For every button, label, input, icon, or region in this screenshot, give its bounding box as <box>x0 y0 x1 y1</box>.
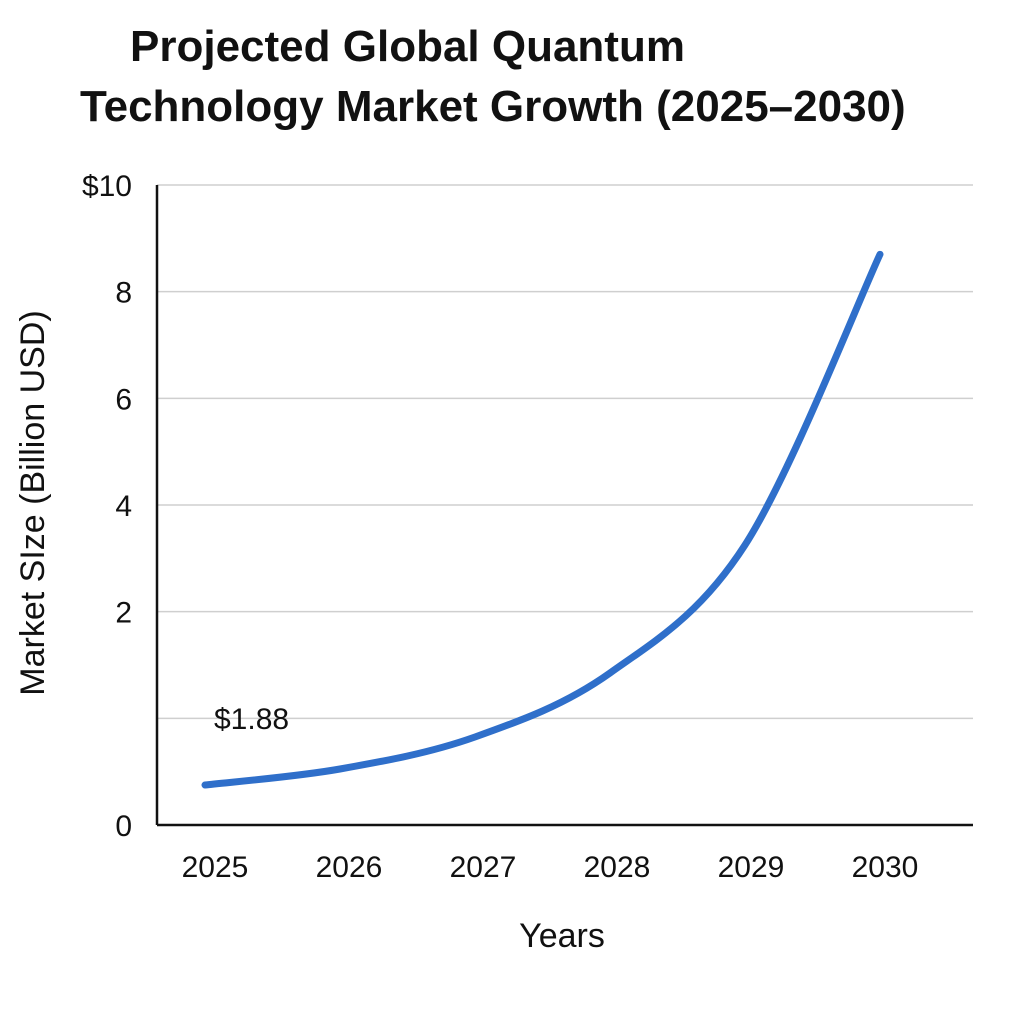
x-tick-label: 2027 <box>450 851 517 884</box>
x-tick-label: 2025 <box>182 851 249 884</box>
x-axis-label: Years <box>519 917 605 955</box>
x-tick-label: 2030 <box>852 851 919 884</box>
y-axis-label: Market SIze (Billion USD) <box>14 310 52 695</box>
y-tick-label: 8 <box>115 277 132 310</box>
y-tick-label: 6 <box>115 383 132 416</box>
x-tick-labels: 2025 2026 2027 2028 2029 2030 <box>182 851 919 884</box>
y-tick-label: 2 <box>115 597 132 630</box>
series-layer <box>201 250 884 789</box>
y-tick-label: 4 <box>115 490 132 523</box>
series-line <box>201 250 884 789</box>
chart-title-line-1: Projected Global Quantum <box>130 22 685 71</box>
gridlines <box>157 184 973 720</box>
x-tick-label: 2028 <box>584 851 651 884</box>
y-tick-label: $10 <box>82 170 132 203</box>
x-tick-label: 2026 <box>316 851 383 884</box>
x-tick-label: 2029 <box>718 851 785 884</box>
axes <box>155 185 973 827</box>
chart-title-line-2: Technology Market Growth (2025–2030) <box>80 82 906 131</box>
y-tick-labels: 0 2 4 6 8 $10 <box>82 170 132 843</box>
start-value-annotation: $1.88 <box>214 703 289 736</box>
y-tick-label: 0 <box>115 810 132 843</box>
